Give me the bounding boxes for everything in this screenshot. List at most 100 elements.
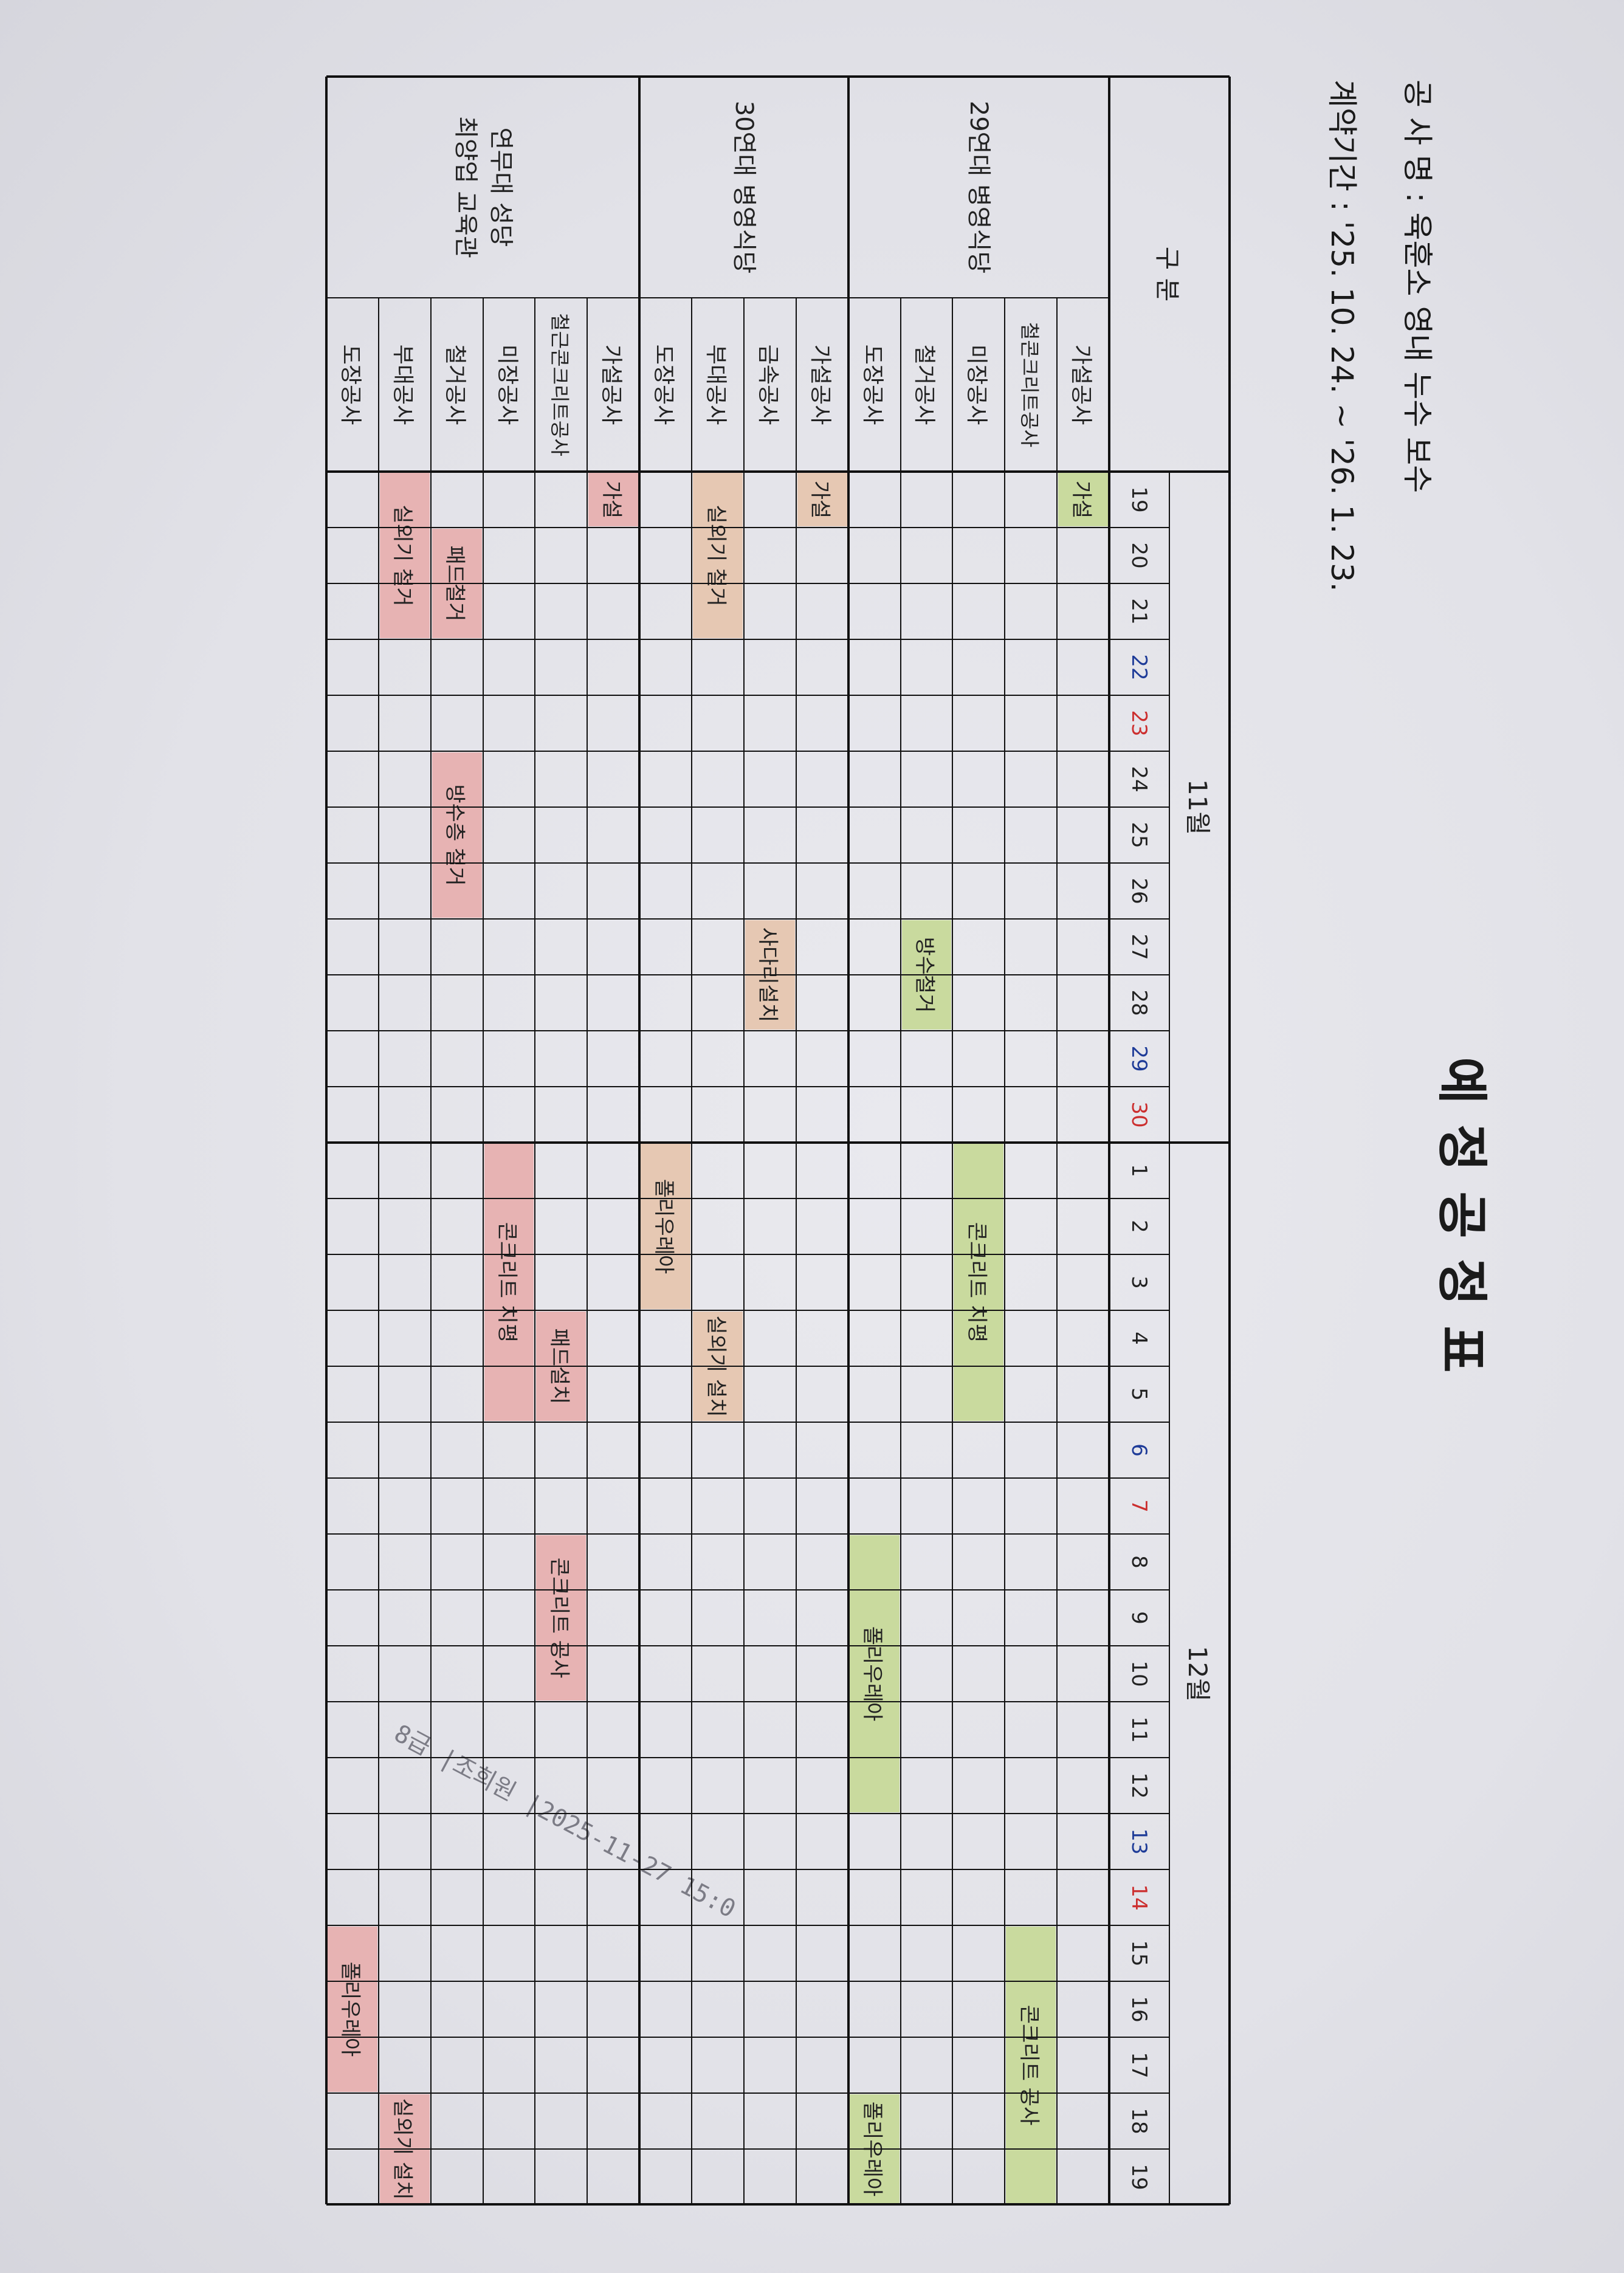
contract-period: 계약기간 : '25. 10. 24. ~ '26. 1. 23. [1324, 80, 1360, 592]
grid-line [326, 1533, 1169, 1535]
day-header-12월-19: 19 [1127, 2164, 1152, 2190]
grid-line [326, 1422, 1169, 1423]
schedule-bar: 가설 [797, 473, 847, 526]
grid-line [326, 1869, 1169, 1870]
grid-line [326, 2148, 1169, 2150]
grid-line [326, 751, 1169, 752]
grid-line [326, 1254, 1169, 1255]
grid-line [326, 1645, 1169, 1646]
schedule-bar: 방수층 철거 [432, 752, 482, 918]
day-header-12월-5: 5 [1127, 1388, 1152, 1401]
work-item-label: 도장공사 [859, 344, 885, 425]
day-header-12월-2: 2 [1127, 1220, 1152, 1233]
group-label: 29연대 병영식당 [848, 77, 1109, 298]
day-header-11월-23: 23 [1127, 710, 1152, 737]
schedule-bar: 실외기 철거 [379, 473, 430, 638]
schedule-bar: 폴리우레아 [328, 1927, 377, 2092]
grid-line [1228, 77, 1231, 2204]
group-label: 30연대 병영식당 [639, 77, 848, 298]
month-header: 11월 [1183, 779, 1213, 836]
day-header-12월-3: 3 [1127, 1276, 1152, 1289]
grid-line [326, 1198, 1169, 1199]
work-item-label: 도장공사 [337, 344, 363, 425]
work-item-label: 부대공사 [703, 344, 729, 425]
grid-line [326, 75, 1230, 78]
work-item-label: 금속공사 [755, 344, 780, 425]
day-header-11월-26: 26 [1127, 878, 1152, 904]
group-label: 연무대 성당 최양업 교육관 [326, 77, 639, 298]
day-header-12월-12: 12 [1127, 1772, 1152, 1799]
day-header-11월-29: 29 [1127, 1045, 1152, 1072]
work-item-label: 철근콘크리트공사 [548, 313, 572, 456]
day-header-11월-19: 19 [1127, 486, 1152, 513]
grid-line [326, 1981, 1169, 1982]
work-item-label: 철콘크리트공사 [1018, 322, 1042, 448]
grid-line [325, 77, 328, 2204]
grid-line [326, 1366, 1169, 1367]
day-header-11월-28: 28 [1127, 989, 1152, 1016]
work-item-label: 미장공사 [964, 344, 989, 425]
grid-line [326, 1477, 1169, 1479]
group-name-line: 최양업 교육관 [451, 116, 480, 258]
grid-line [326, 695, 1169, 696]
schedule-bar: 실외기 철거 [693, 473, 743, 638]
grid-line [847, 77, 850, 2204]
grid-line [326, 297, 1109, 298]
day-header-11월-22: 22 [1127, 654, 1152, 681]
schedule-bar: 콘크리트 치평 [484, 1144, 534, 1421]
schedule-bar: 콘크리트 공사 [536, 1535, 587, 1700]
work-item-label: 철거공사 [442, 344, 467, 425]
day-header-12월-11: 11 [1127, 1716, 1152, 1743]
grid-line [326, 1813, 1169, 1814]
month-header: 12월 [1183, 1645, 1213, 1702]
group-name-line: 연무대 성당 [486, 127, 515, 247]
day-header-12월-18: 18 [1127, 2108, 1152, 2134]
document-title: 예 정 공 정 표 [1432, 1057, 1492, 1374]
grid-line [326, 1310, 1169, 1311]
grid-line [326, 1925, 1169, 1926]
header-label-gubun: 구 분 [1152, 246, 1183, 302]
group-name-line: 30연대 병영식당 [729, 100, 758, 274]
work-item-label: 가설공사 [1068, 344, 1094, 425]
grid-line [1169, 472, 1170, 2204]
grid-line [326, 2203, 1230, 2206]
work-item-label: 가설공사 [599, 344, 624, 425]
day-header-11월-25: 25 [1127, 822, 1152, 848]
grid-line [326, 974, 1169, 975]
grid-line [326, 862, 1169, 864]
grid-line [326, 639, 1169, 640]
work-item-label: 도장공사 [651, 344, 676, 425]
grid-line [326, 1757, 1169, 1758]
day-header-12월-1: 1 [1127, 1164, 1152, 1177]
day-header-12월-6: 6 [1127, 1443, 1152, 1457]
work-item-label: 미장공사 [494, 344, 520, 425]
schedule-bar: 폴리우레아 [849, 1535, 900, 1812]
day-header-11월-24: 24 [1127, 766, 1152, 793]
day-header-12월-4: 4 [1127, 1332, 1152, 1345]
schedule-bar: 콘크리트 치평 [954, 1144, 1004, 1421]
day-header-12월-13: 13 [1127, 1828, 1152, 1855]
day-header-11월-21: 21 [1127, 598, 1152, 625]
grid-line [326, 470, 1230, 473]
grid-line [326, 806, 1169, 808]
schedule-bar: 콘크리트 공사 [1006, 1927, 1056, 2204]
day-header-11월-27: 27 [1127, 934, 1152, 960]
approval-stamp-watermark: 8급 |조희원 |2025-11-27 15:0 [389, 1719, 740, 1924]
day-header-11월-20: 20 [1127, 542, 1152, 569]
grid-line [1108, 77, 1110, 2204]
grid-line [326, 918, 1169, 920]
day-header-11월-30: 30 [1127, 1101, 1152, 1128]
grid-line [638, 77, 641, 2204]
grid-line [326, 2092, 1169, 2094]
schedule-bar: 가설 [1058, 473, 1108, 526]
day-header-12월-9: 9 [1127, 1611, 1152, 1625]
work-item-label: 철거공사 [912, 344, 937, 425]
day-header-12월-17: 17 [1127, 2052, 1152, 2079]
work-item-label: 가설공사 [807, 344, 833, 425]
grid-line [326, 1030, 1169, 1031]
day-header-12월-7: 7 [1127, 1499, 1152, 1513]
project-name: 공 사 명 : 육훈소 영내 누수 보수 [1400, 80, 1435, 493]
grid-line [326, 527, 1169, 528]
day-header-12월-16: 16 [1127, 1996, 1152, 2023]
